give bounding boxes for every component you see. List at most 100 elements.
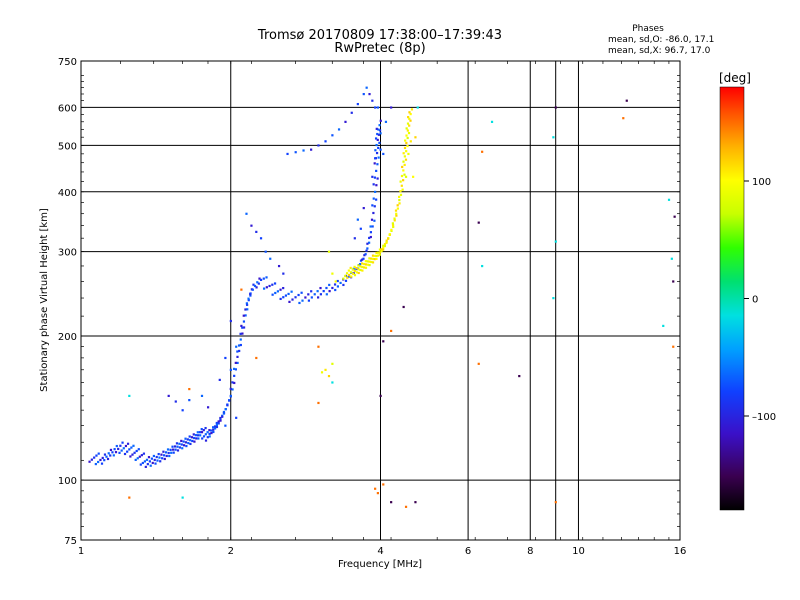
data-point	[262, 287, 266, 290]
data-point	[374, 190, 377, 193]
data-point	[103, 459, 106, 462]
data-point	[259, 237, 263, 240]
data-point	[670, 257, 673, 260]
y-tick-label: 600	[58, 103, 77, 114]
data-point	[317, 401, 320, 405]
data-point	[313, 293, 316, 296]
data-point	[142, 452, 146, 455]
data-point	[317, 296, 320, 299]
data-point	[351, 272, 355, 275]
data-point	[363, 266, 366, 269]
data-point	[202, 429, 205, 432]
data-point	[374, 149, 377, 152]
data-point	[273, 282, 277, 285]
data-point	[176, 449, 180, 452]
data-point	[373, 219, 376, 222]
data-point	[336, 285, 340, 288]
data-point	[189, 442, 192, 446]
data-point	[219, 419, 222, 422]
data-point	[167, 451, 170, 455]
data-point	[401, 188, 404, 191]
data-point	[362, 206, 365, 210]
data-point	[396, 207, 399, 210]
data-point	[373, 258, 376, 261]
data-point	[404, 139, 407, 142]
data-point	[402, 160, 405, 163]
data-point	[410, 108, 414, 111]
data-point	[131, 453, 134, 456]
data-point	[402, 305, 405, 309]
data-point	[379, 148, 382, 151]
data-point	[265, 276, 268, 279]
data-point	[229, 394, 232, 398]
data-point	[357, 271, 360, 275]
data-point	[554, 106, 557, 109]
data-point	[240, 324, 243, 328]
data-point	[372, 211, 375, 215]
x-tick-label: 16	[674, 546, 687, 557]
data-point	[371, 225, 374, 228]
data-point	[333, 283, 337, 286]
data-point	[208, 432, 211, 435]
colorbar-tick-label: 0	[752, 295, 758, 306]
data-point	[342, 283, 345, 287]
data-point	[152, 454, 155, 458]
data-point	[387, 237, 390, 240]
data-point	[380, 248, 383, 251]
data-point	[409, 119, 412, 122]
data-point	[239, 338, 242, 341]
data-point	[403, 173, 406, 176]
data-point	[368, 263, 371, 267]
data-point	[215, 423, 218, 427]
data-point	[300, 291, 303, 294]
data-point	[378, 124, 381, 127]
data-point	[304, 296, 307, 299]
data-point	[109, 448, 113, 452]
data-point	[365, 249, 368, 252]
data-point	[247, 299, 250, 302]
data-point	[172, 448, 175, 451]
data-point	[224, 424, 227, 427]
data-point	[400, 174, 404, 178]
plot-frame	[80, 60, 681, 541]
data-point	[90, 458, 93, 461]
data-point	[373, 205, 376, 208]
data-point	[118, 451, 121, 454]
data-point	[407, 115, 410, 119]
data-point	[379, 119, 382, 122]
data-point	[376, 106, 379, 109]
colorbar-tick-label: –100	[752, 412, 776, 423]
data-point	[353, 269, 356, 273]
data-point	[368, 257, 371, 260]
data-point	[327, 250, 331, 253]
data-point	[172, 451, 175, 454]
data-point	[376, 132, 379, 136]
data-point	[359, 268, 362, 272]
data-point	[194, 434, 198, 437]
data-point	[193, 440, 196, 443]
data-point	[126, 442, 130, 445]
data-point	[375, 257, 378, 260]
data-point	[215, 421, 218, 425]
data-point	[398, 195, 401, 199]
data-point	[353, 274, 357, 277]
data-point	[197, 437, 200, 440]
data-point	[229, 319, 232, 323]
data-point	[265, 286, 268, 289]
data-point	[188, 439, 192, 442]
data-point	[121, 441, 124, 444]
data-point	[377, 156, 380, 159]
data-point	[518, 374, 521, 378]
data-point	[390, 501, 393, 504]
data-point	[206, 406, 210, 409]
data-point	[252, 283, 255, 286]
data-point	[349, 266, 352, 270]
data-point	[191, 439, 194, 443]
data-point	[244, 314, 247, 317]
data-point	[399, 193, 403, 196]
data-point	[128, 448, 131, 451]
data-point	[412, 175, 415, 178]
data-point	[370, 260, 373, 264]
data-point	[244, 308, 247, 311]
data-point	[198, 431, 202, 434]
